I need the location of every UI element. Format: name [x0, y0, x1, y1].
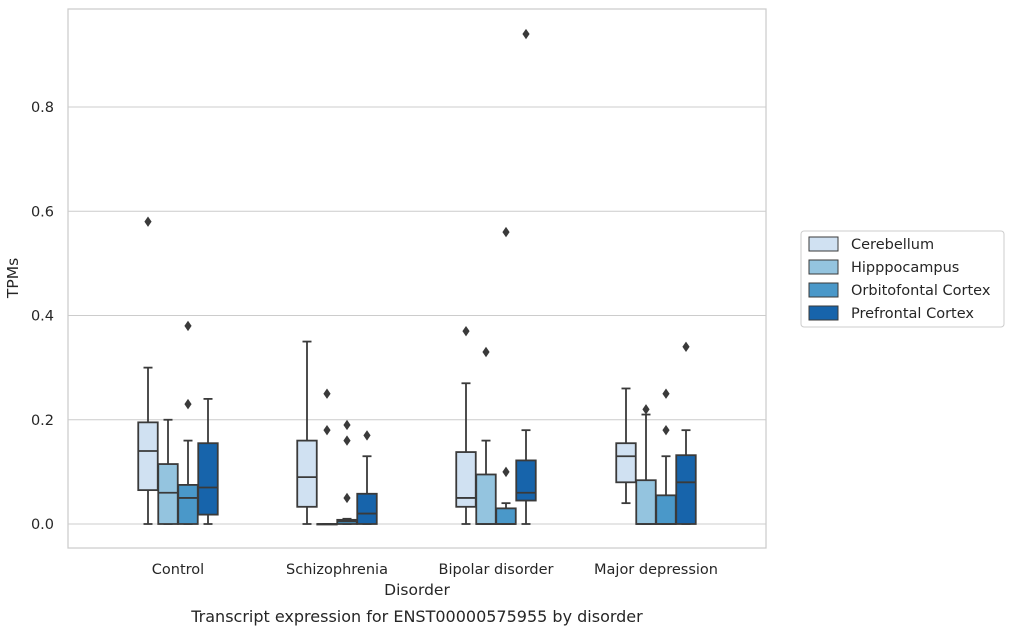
outlier-point: [682, 341, 690, 352]
outlier-point: [343, 435, 351, 446]
box-0-2: [455, 325, 477, 525]
legend-swatch: [808, 305, 839, 321]
box-3-1: [356, 430, 378, 525]
outlier-point: [323, 388, 331, 399]
y-axis-ticks: 0.0 0.2 0.4 0.6 0.8: [31, 100, 54, 533]
outlier-point: [502, 466, 510, 478]
y-tick-label: 0.0: [31, 517, 54, 533]
legend-frame: [800, 230, 1005, 328]
box-body: [495, 507, 517, 525]
box-body: [197, 442, 219, 516]
box-body: [615, 442, 637, 484]
outlier-point: [323, 424, 331, 436]
x-axis-label: Disorder: [384, 581, 450, 599]
y-tick-label: 0.4: [31, 309, 54, 325]
x-tick-label: Major depression: [594, 562, 718, 578]
box-body: [675, 454, 697, 525]
box-3-3: [675, 341, 697, 525]
y-tick-label: 0.2: [31, 413, 54, 429]
outlier-point: [482, 346, 490, 358]
box-body: [356, 492, 378, 525]
legend-swatch: [808, 282, 839, 298]
box-3-2: [515, 28, 537, 525]
legend-label: Prefrontal Cortex: [851, 306, 974, 322]
box-1-1: [316, 388, 338, 526]
y-tick-label: 0.8: [31, 100, 54, 116]
outlier-point: [522, 28, 530, 40]
box-1-2: [475, 346, 497, 525]
outlier-point: [343, 419, 351, 431]
legend-swatch: [808, 259, 839, 275]
box-body: [137, 421, 159, 492]
legend-label: Cerebellum: [851, 237, 934, 253]
outlier-point: [184, 320, 192, 332]
y-axis-label: TPMs: [4, 258, 22, 299]
box-body: [177, 484, 199, 525]
outlier-point: [184, 398, 192, 410]
legend-label: Hipppocampus: [851, 260, 959, 276]
box-3-0: [197, 397, 219, 525]
legend-label: Orbitofontal Cortex: [851, 283, 991, 299]
plot-area: [67, 8, 767, 549]
x-axis-ticks: Control Schizophrenia Bipolar disorder Majo…: [152, 562, 718, 578]
legend: Cerebellum Hipppocampus Orbitofontal Corte…: [800, 230, 1005, 328]
outlier-point: [363, 430, 371, 441]
box-body: [515, 459, 537, 502]
box-2-0: [177, 320, 199, 525]
box-groups: [137, 28, 697, 526]
legend-swatch: [808, 236, 839, 252]
x-tick-label: Control: [152, 562, 204, 578]
outlier-point: [343, 492, 351, 504]
box-1-3: [635, 404, 657, 525]
outlier-point: [144, 216, 152, 227]
x-tick-label: Schizophrenia: [286, 562, 388, 578]
box-2-3: [655, 388, 677, 525]
box-0-3: [615, 387, 637, 505]
box-body: [635, 479, 657, 525]
box-body: [475, 473, 497, 525]
x-tick-label: Bipolar disorder: [439, 562, 554, 578]
box-body: [655, 494, 677, 525]
outlier-point: [662, 424, 670, 436]
box-0-1: [296, 340, 318, 525]
box-body: [296, 439, 318, 508]
outlier-point: [462, 325, 470, 337]
box-2-2: [495, 226, 517, 525]
outlier-point: [642, 404, 650, 415]
chart-caption: Transcript expression for ENST0000057595…: [190, 607, 643, 626]
box-body: [157, 463, 179, 525]
outlier-point: [502, 226, 510, 238]
y-tick-label: 0.6: [31, 204, 54, 220]
outlier-point: [662, 388, 670, 399]
box-0-0: [137, 216, 159, 525]
